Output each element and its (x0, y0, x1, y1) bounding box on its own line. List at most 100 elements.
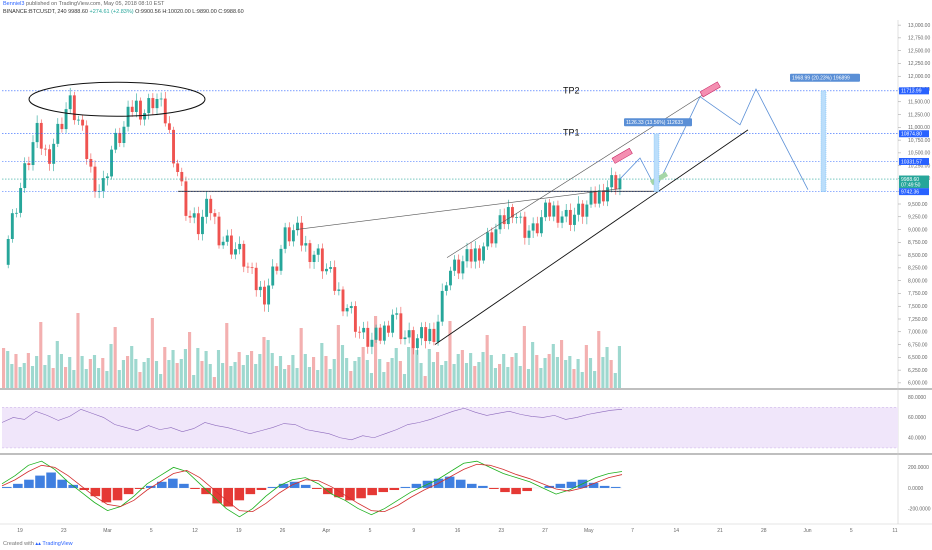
volume-bar (59, 354, 63, 388)
support-trendline (434, 129, 749, 345)
candle-body (325, 268, 328, 272)
candle-body (238, 243, 242, 250)
candle-body (192, 213, 196, 218)
candle-body (420, 327, 423, 339)
price-change: +274.61 (+2.83%) (89, 9, 134, 15)
price-tick-label: 10,750.00 (908, 138, 930, 144)
volume-bar (146, 358, 150, 388)
volume-bar (126, 356, 130, 388)
candle-body (345, 308, 349, 312)
volume-bar (361, 347, 365, 388)
candle-body (85, 125, 89, 160)
candle-body (486, 232, 490, 247)
macd-histogram-bar (599, 485, 610, 488)
volume-bar (597, 331, 601, 388)
macd-histogram-bar (79, 487, 90, 491)
volume-bar (188, 332, 192, 388)
candle-body (56, 123, 60, 144)
volume-bar (196, 348, 200, 388)
countdown-tag (899, 181, 929, 189)
candle-body (283, 227, 287, 249)
volume-bar (47, 355, 51, 388)
candle-body (387, 325, 390, 333)
candle-body (184, 181, 188, 216)
candle-body (515, 217, 519, 218)
candle-body (27, 163, 31, 166)
volume-bar (601, 357, 605, 388)
volume-bar (609, 360, 613, 388)
macd-tick-label: 0.0000 (908, 486, 924, 492)
volume-bar (498, 364, 502, 388)
candle-body (436, 321, 440, 342)
candle-body (176, 163, 180, 172)
volume-bar (444, 361, 448, 388)
volume-bar (18, 367, 22, 388)
volume-bar (97, 368, 101, 388)
candle-body (275, 266, 279, 271)
volume-bar (407, 347, 411, 388)
price-tick-label: 6,500.00 (908, 355, 928, 361)
time-tick-label: 27 (542, 528, 548, 534)
time-tick-label: 23 (61, 528, 67, 534)
volume-bar (204, 351, 208, 388)
volume-bar (415, 350, 419, 388)
candle-body (217, 216, 221, 246)
candle-body (39, 122, 43, 149)
macd-histogram-bar (544, 485, 555, 488)
candle-body (114, 132, 118, 150)
volume-bar (262, 337, 266, 388)
measure-label: 1968.99 (20.23%) 196899 (792, 76, 850, 82)
volume-bar (142, 362, 146, 388)
price-level-tag (899, 130, 929, 138)
macd-histogram-bar (566, 481, 577, 488)
candle-body (234, 249, 237, 255)
volume-bar (312, 357, 316, 388)
time-tick-label: 14 (673, 528, 679, 534)
ohlc-values: O:9900.56 H:10020.00 L:9890.00 C:9988.60 (135, 9, 244, 15)
price-tick-label: 11,500.00 (908, 100, 930, 106)
measure-bar-tp2 (820, 90, 827, 192)
volume-bar (2, 348, 6, 388)
volume-bar (510, 357, 514, 388)
volume-bar (576, 359, 580, 388)
macd-histogram-bar (201, 487, 211, 495)
price-tick-label: 12,500.00 (908, 48, 930, 54)
candle-body (304, 243, 308, 246)
rsi-tick-label: 40.0000 (908, 436, 926, 442)
volume-bar (502, 354, 506, 388)
volume-bar (80, 356, 84, 388)
volume-bar (138, 372, 142, 388)
volume-bar (117, 370, 121, 388)
macd-histogram-bar (478, 485, 488, 488)
macd-histogram-bar (312, 487, 322, 489)
macd-histogram-bar (511, 487, 521, 495)
tradingview-logo[interactable]: ▴▴ TradingView (35, 541, 73, 547)
volume-bar (547, 354, 551, 388)
volume-bar (394, 348, 398, 388)
volume-bar (349, 371, 353, 388)
price-tick-label: 9,000.00 (908, 227, 928, 233)
volume-bar (332, 359, 336, 388)
candle-body (118, 132, 122, 144)
volume-bar (324, 356, 328, 388)
price-tick-label: 9,500.00 (908, 202, 928, 208)
candle-body (110, 149, 113, 177)
time-tick-label: 19 (17, 528, 23, 534)
projection-path (619, 88, 809, 190)
candle-body (618, 178, 622, 190)
author-link[interactable]: Benniel3 (3, 1, 25, 7)
time-tick-label: 12 (192, 528, 198, 534)
volume-bar (431, 362, 435, 388)
macd-histogram-bar (345, 487, 355, 501)
volume-bars (2, 313, 621, 388)
macd-histogram-bar (2, 486, 12, 488)
price-tick-label: 13,000.00 (908, 23, 930, 29)
volume-bar (328, 369, 332, 388)
time-tick-label: 5 (369, 528, 372, 534)
candle-body (209, 198, 213, 214)
price-chart[interactable]: 6,000.00 6,250.00 6,500.00 6,750.00 7,000.00… (0, 0, 932, 538)
candle-body (349, 306, 353, 309)
macd-histogram-bar (157, 481, 167, 488)
volume-bar (493, 368, 497, 388)
candle-body (411, 330, 415, 349)
